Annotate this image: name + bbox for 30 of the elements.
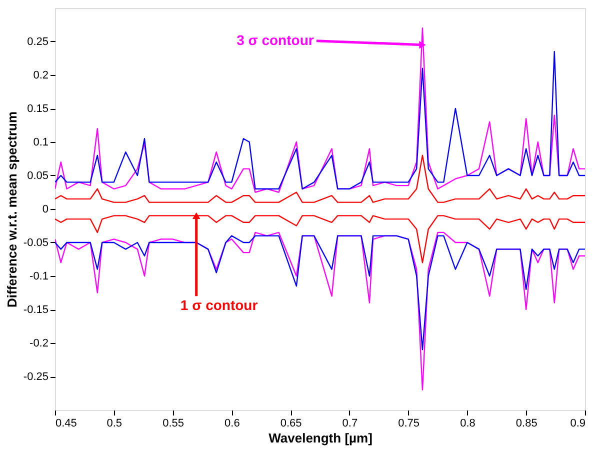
y-tick-label: 0 (42, 204, 48, 216)
y-tick-label: -0.2 (30, 338, 48, 350)
x-tick-label: 0.55 (162, 418, 184, 430)
y-tick-label: 0.25 (27, 36, 48, 48)
x-tick-label: 0.65 (280, 418, 302, 430)
y-tick-label: 0.2 (33, 70, 48, 82)
line-series (55, 28, 585, 193)
y-tick-label: -0.25 (23, 371, 48, 383)
x-tick-label: 0.9 (570, 418, 586, 430)
line-series (55, 235, 585, 350)
y-axis-title: Difference w.r.t. mean spectrum (4, 111, 20, 308)
y-tick-label: -0.05 (23, 237, 48, 249)
y-tick-label: 0.05 (27, 170, 48, 182)
line-series (55, 232, 585, 390)
y-tick-label: 0.15 (27, 103, 48, 115)
line-series (55, 154, 585, 203)
annotation: 3 σ contour (236, 32, 314, 48)
x-tick-label: 0.7 (342, 418, 358, 430)
x-tick-label: 0.85 (516, 418, 538, 430)
y-tick-label: -0.15 (23, 304, 48, 316)
x-tick-label: 0.45 (56, 418, 77, 430)
annotation: 1 σ contour (180, 297, 258, 314)
x-tick-label: 0.5 (106, 418, 122, 430)
x-tick-label: 0.6 (224, 418, 240, 430)
x-tick-label: 0.8 (460, 418, 476, 430)
x-axis-title: Wavelength [µm] (268, 430, 372, 446)
y-tick-label: 0.1 (33, 136, 48, 148)
line-series (55, 50, 585, 190)
x-tick-label: 0.75 (398, 418, 420, 430)
y-tick-label: -0.1 (30, 270, 48, 282)
